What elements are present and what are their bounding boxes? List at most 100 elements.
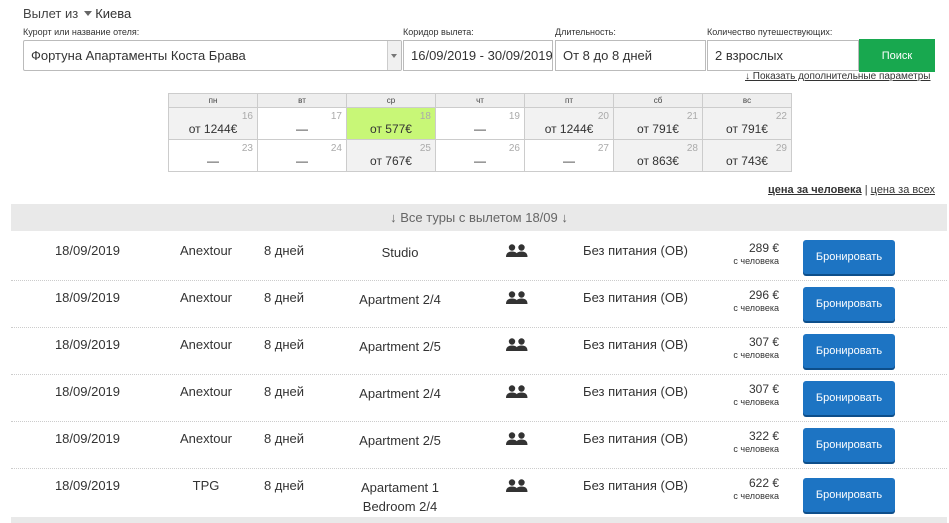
tour-date: 18/09/2019 xyxy=(54,290,121,305)
tour-duration: 8 дней xyxy=(263,478,305,493)
day-price: от 577€ xyxy=(370,121,412,136)
price-per: с человека xyxy=(733,444,779,454)
search-button[interactable]: Поиск xyxy=(859,39,935,72)
price-total-option[interactable]: цена за всех xyxy=(870,184,935,196)
weekday-header: пт xyxy=(524,93,614,108)
tour-room: Apartment 2/4 xyxy=(359,292,441,307)
tour-duration: 8 дней xyxy=(263,431,305,446)
tour-price: 307 € с человека xyxy=(711,334,779,360)
dates-label: Коридор вылета: xyxy=(403,27,474,37)
tour-meal: Без питания (ОВ) xyxy=(583,384,688,399)
two-people-icon xyxy=(505,244,529,261)
tour-operator: Anextour xyxy=(179,243,233,258)
price-mode-toggle: цена за человека | цена за всех xyxy=(768,184,935,196)
tour-room: Studio xyxy=(381,245,419,260)
tour-room: Apartment 2/5 xyxy=(359,339,441,354)
departure-city[interactable]: Киева xyxy=(95,6,132,21)
tour-row: 18/09/2019 Anextour 8 дней Studio Без пи… xyxy=(11,234,947,281)
book-button[interactable]: Бронировать xyxy=(803,287,895,321)
weekday-header: вс xyxy=(702,93,792,108)
dates-value: 16/09/2019 - 30/09/2019 xyxy=(411,48,553,63)
more-params-link[interactable]: ↓ Показать дополнительные параметры xyxy=(745,71,931,82)
book-button[interactable]: Бронировать xyxy=(803,428,895,462)
duration-field[interactable]: От 8 до 8 дней xyxy=(555,40,706,71)
tour-operator: Anextour xyxy=(179,337,233,352)
chevron-down-icon[interactable] xyxy=(387,41,401,70)
book-button[interactable]: Бронировать xyxy=(803,334,895,368)
price-amount: 307 € xyxy=(748,335,779,349)
list-footer-bar xyxy=(11,517,947,523)
tour-date: 18/09/2019 xyxy=(54,384,121,399)
dates-field[interactable]: 16/09/2019 - 30/09/2019 xyxy=(403,40,553,71)
tour-operator: Anextour xyxy=(179,384,233,399)
calendar-day[interactable]: 21 от 791€ xyxy=(613,107,703,140)
calendar-day: 23 — xyxy=(168,139,258,172)
two-people-icon xyxy=(505,385,529,402)
price-per: с человека xyxy=(733,397,779,407)
day-number: 17 xyxy=(330,111,342,122)
calendar-day[interactable]: 28 от 863€ xyxy=(613,139,703,172)
weekday-header: пн xyxy=(168,93,258,108)
resort-select[interactable]: Фортуна Апартаменты Коста Брава xyxy=(23,40,402,71)
day-price: — xyxy=(296,153,308,168)
tour-price: 289 € с человека xyxy=(711,240,779,266)
day-number: 18 xyxy=(419,111,431,122)
tour-meal: Без питания (ОВ) xyxy=(583,478,688,493)
tour-room: Apartment 2/5 xyxy=(359,433,441,448)
price-per-person-option[interactable]: цена за человека xyxy=(768,184,862,196)
tour-date: 18/09/2019 xyxy=(54,431,121,446)
calendar-day: 26 — xyxy=(435,139,525,172)
calendar-day[interactable]: 22 от 791€ xyxy=(702,107,792,140)
tour-duration: 8 дней xyxy=(263,290,305,305)
calendar-day[interactable]: 29 от 743€ xyxy=(702,139,792,172)
book-button[interactable]: Бронировать xyxy=(803,240,895,274)
day-number: 24 xyxy=(330,143,342,154)
day-number: 16 xyxy=(241,111,253,122)
travelers-field[interactable]: 2 взрослых xyxy=(707,40,859,71)
day-price: от 863€ xyxy=(637,153,679,168)
tour-operator: Anextour xyxy=(179,290,233,305)
tour-row: 18/09/2019 Anextour 8 дней Apartment 2/5… xyxy=(11,328,947,375)
day-price: от 791€ xyxy=(726,121,768,136)
price-calendar: пн вт ср чт пт сб вс 16 от 1244€ 17— 18 от… xyxy=(168,93,792,172)
day-number: 19 xyxy=(508,111,520,122)
price-per: с человека xyxy=(733,350,779,360)
two-people-icon xyxy=(505,338,529,355)
departure-selector[interactable]: Вылет из Киева xyxy=(23,6,131,21)
tour-price: 296 € с человека xyxy=(711,287,779,313)
departure-label: Вылет из xyxy=(23,6,79,21)
calendar-day-selected[interactable]: 18 от 577€ xyxy=(346,107,436,140)
day-price: — xyxy=(296,121,308,136)
duration-label: Длительность: xyxy=(555,27,616,37)
tour-meal: Без питания (ОВ) xyxy=(583,431,688,446)
day-price: — xyxy=(563,153,575,168)
two-people-icon xyxy=(505,432,529,449)
day-number: 23 xyxy=(241,143,253,154)
day-price: — xyxy=(474,153,486,168)
tour-row: 18/09/2019 TPG 8 дней Apartament 1 Bedro… xyxy=(11,469,947,519)
resort-label: Курорт или название отеля: xyxy=(23,27,140,37)
price-amount: 622 € xyxy=(748,476,779,490)
day-number: 20 xyxy=(597,111,609,122)
calendar-day: 17 — xyxy=(257,107,347,140)
book-button[interactable]: Бронировать xyxy=(803,478,895,512)
calendar-day[interactable]: 16 от 1244€ xyxy=(168,107,258,140)
tour-duration: 8 дней xyxy=(263,243,305,258)
tour-meal: Без питания (ОВ) xyxy=(583,243,688,258)
day-price: от 743€ xyxy=(726,153,768,168)
triangle-down-icon xyxy=(84,11,93,17)
duration-value: От 8 до 8 дней xyxy=(563,48,653,63)
calendar-day[interactable]: 25 от 767€ xyxy=(346,139,436,172)
day-number: 21 xyxy=(686,111,698,122)
tour-date: 18/09/2019 xyxy=(54,478,121,493)
day-price: от 791€ xyxy=(637,121,679,136)
calendar-day[interactable]: 20 от 1244€ xyxy=(524,107,614,140)
calendar-day: 19 — xyxy=(435,107,525,140)
day-number: 22 xyxy=(775,111,787,122)
day-number: 29 xyxy=(775,143,787,154)
tour-duration: 8 дней xyxy=(263,337,305,352)
tours-header: ↓ Все туры с вылетом 18/09 ↓ xyxy=(11,204,947,231)
book-button[interactable]: Бронировать xyxy=(803,381,895,415)
tour-meal: Без питания (ОВ) xyxy=(583,290,688,305)
price-per: с человека xyxy=(733,303,779,313)
